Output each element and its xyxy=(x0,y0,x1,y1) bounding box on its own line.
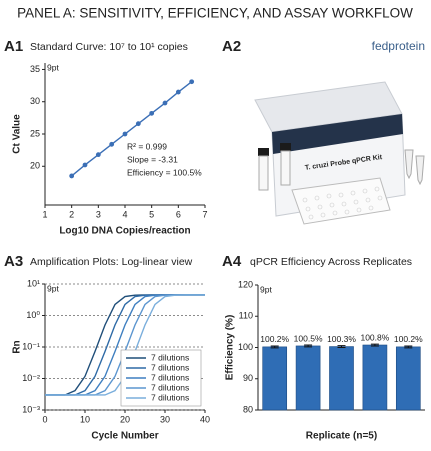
error-bar xyxy=(304,344,313,348)
point xyxy=(109,141,115,147)
bar xyxy=(395,346,421,411)
legend-label: 7 dilutions xyxy=(151,362,189,372)
x-tick-label: 4 xyxy=(122,209,127,219)
vial xyxy=(280,150,291,186)
panel-label: A2 xyxy=(222,38,241,55)
point xyxy=(149,110,155,116)
value-label: 100.3% xyxy=(327,334,356,344)
x-axis-label: Replicate (n=5) xyxy=(306,431,377,442)
value-label: 100.2% xyxy=(260,334,289,344)
error-bar xyxy=(270,345,279,349)
x-tick-label: 5 xyxy=(149,209,154,219)
panel-label: A1 xyxy=(4,38,23,55)
panel-title: qPCR Efficiency Across Replicates xyxy=(250,256,412,268)
x-tick-label: 10 xyxy=(80,414,90,424)
x-tick-label: 30 xyxy=(160,414,170,424)
vial-cap xyxy=(258,148,269,156)
point xyxy=(95,152,101,158)
y-tick-label: 10⁰ xyxy=(26,310,40,320)
kit-photo: A2 fedprotein T. cruzi Probe qPCR Kit xyxy=(222,38,425,225)
x-axis-label: Cycle Number xyxy=(91,431,158,442)
y-tick-label: 10⁻¹ xyxy=(22,341,40,351)
y-axis-label: Ct Value xyxy=(12,114,23,154)
x-tick-label: 40 xyxy=(200,414,210,424)
y-tick-label: 20 xyxy=(30,161,40,171)
note: 9pt xyxy=(47,283,59,293)
x-tick-label: 0 xyxy=(42,414,47,424)
vial xyxy=(258,155,269,191)
y-tick-label: 90 xyxy=(243,373,253,383)
x-tick-label: 20 xyxy=(120,414,130,424)
y-tick-label: 80 xyxy=(243,404,253,414)
x-tick-label: 1 xyxy=(42,209,47,219)
error-bar xyxy=(370,343,379,347)
legend-label: 7 dilutions xyxy=(151,382,189,392)
x-tick-label: 7 xyxy=(202,209,207,219)
y-axis-label: Rn xyxy=(12,340,23,353)
bar xyxy=(262,346,288,411)
y-tick-label: 120 xyxy=(238,279,253,289)
legend-label: 7 dilutions xyxy=(151,392,189,402)
y-tick-label: 10¹ xyxy=(27,278,40,288)
note: 9pt xyxy=(260,284,272,294)
bar xyxy=(295,345,321,411)
point xyxy=(189,79,195,85)
y-tick-label: 10⁻³ xyxy=(22,404,40,414)
panel-label: A4 xyxy=(222,253,242,270)
bar xyxy=(329,346,354,411)
plate-wells xyxy=(302,186,383,220)
plate xyxy=(291,177,391,225)
box-band xyxy=(272,114,403,154)
point xyxy=(122,131,128,137)
x-tick-label: 2 xyxy=(69,209,74,219)
bar xyxy=(362,344,388,411)
legend-label: 7 dilutions xyxy=(151,352,189,362)
x-axis-label: Log10 DNA Copies/reaction xyxy=(59,226,190,237)
annotation: Slope = -3.31 xyxy=(127,154,178,164)
y-tick-label: 25 xyxy=(30,128,40,138)
line xyxy=(71,81,193,177)
x-tick-label: 6 xyxy=(176,209,181,219)
x-tick-label: 3 xyxy=(96,209,101,219)
y-axis-label: Efficiency (%) xyxy=(225,315,236,381)
error-bar xyxy=(404,345,413,349)
brand: fedprotein xyxy=(372,39,425,53)
value-label: 100.8% xyxy=(360,332,389,342)
y-tick-label: 110 xyxy=(239,311,253,321)
value-label: 100.5% xyxy=(294,333,323,343)
legend-label: 7 dilutions xyxy=(151,372,189,382)
annotation: R² = 0.999 xyxy=(127,141,167,151)
value-label: 100.2% xyxy=(394,334,423,344)
y-tick-label: 10⁻² xyxy=(22,373,40,383)
annotation: Efficiency = 100.5% xyxy=(127,167,202,177)
point xyxy=(82,162,88,168)
y-tick-label: 100 xyxy=(238,342,253,352)
tube xyxy=(415,155,425,186)
note: 9pt xyxy=(47,62,59,72)
point xyxy=(162,100,168,106)
panel-title: Standard Curve: 10⁷ to 10¹ copies xyxy=(30,41,188,53)
tube xyxy=(404,149,414,180)
y-tick-label: 30 xyxy=(30,96,40,106)
error-bar xyxy=(337,345,346,348)
vial-cap xyxy=(280,143,291,151)
panel-title: Amplification Plots: Log-linear view xyxy=(30,256,193,268)
figure-title: PANEL A: SENSITIVITY, EFFICIENCY, AND AS… xyxy=(17,6,413,21)
point xyxy=(69,173,75,179)
point xyxy=(135,121,141,127)
y-tick-label: 35 xyxy=(30,64,40,74)
panel-label: A3 xyxy=(4,253,23,270)
point xyxy=(175,89,181,95)
